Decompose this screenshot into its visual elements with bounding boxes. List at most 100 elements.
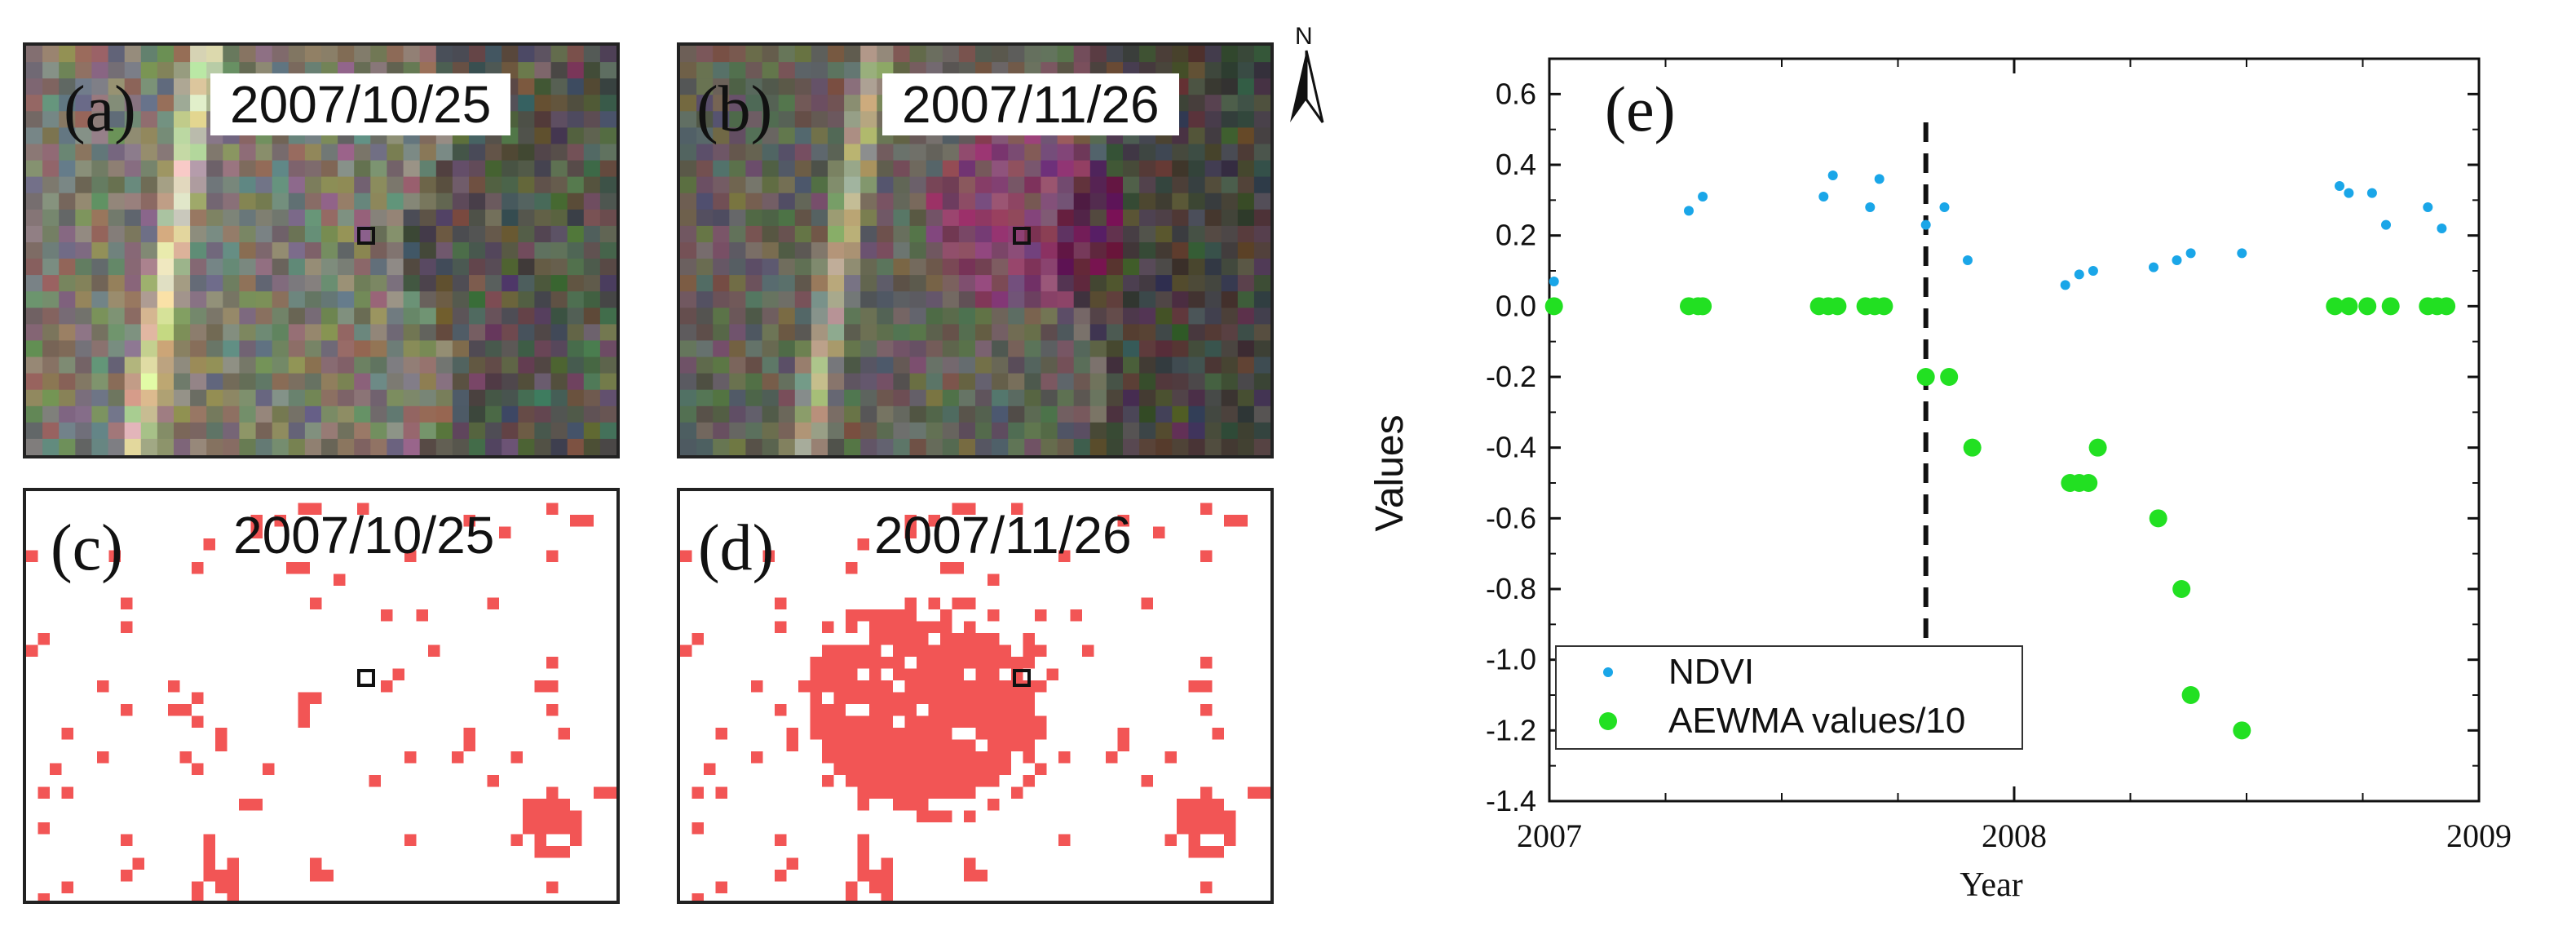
change-pixel: [964, 751, 976, 764]
change-pixel: [97, 751, 109, 764]
change-pixel: [298, 715, 310, 728]
change-pixel: [881, 857, 893, 870]
change-pixel: [192, 763, 204, 775]
change-pixel: [846, 680, 858, 693]
ndvi-point: [2335, 181, 2344, 191]
change-pixel: [546, 810, 559, 822]
change-pixel: [310, 503, 322, 515]
change-pixel: [215, 739, 228, 751]
change-pixel: [1200, 786, 1213, 799]
change-pixel: [869, 763, 881, 775]
ndvi-point: [2344, 188, 2354, 198]
change-pixel: [1200, 503, 1213, 515]
change-pixel: [952, 657, 964, 669]
change-pixel: [904, 633, 917, 645]
change-pixel: [988, 657, 1000, 669]
change-pixel: [857, 763, 869, 775]
change-pixel: [846, 881, 858, 893]
change-pixel: [975, 775, 988, 787]
change-pixel: [964, 810, 976, 822]
change-pixel: [988, 751, 1000, 764]
change-pixel: [917, 739, 929, 751]
change-pixel: [904, 739, 917, 751]
change-pixel: [1058, 751, 1071, 764]
change-pixel: [523, 799, 535, 811]
change-pixel: [487, 775, 499, 787]
change-pixel: [881, 739, 893, 751]
change-pixel: [192, 562, 204, 574]
change-pixel: [904, 775, 917, 787]
change-pixel: [822, 715, 834, 728]
change-pixel: [964, 715, 976, 728]
change-pixel: [904, 621, 917, 633]
change-pixel: [132, 857, 144, 870]
change-pixel: [546, 503, 559, 515]
change-pixel: [988, 799, 1000, 811]
change-pixel: [1011, 704, 1023, 716]
change-pixel: [881, 751, 893, 764]
change-pixel: [833, 657, 846, 669]
change-pixel: [928, 786, 940, 799]
change-pixel: [988, 739, 1000, 751]
change-pixel: [928, 751, 940, 764]
ndvi-point: [1874, 174, 1885, 184]
change-pixel: [192, 893, 204, 901]
change-pixel: [904, 644, 917, 657]
change-pixel: [940, 633, 952, 645]
change-pixel: [964, 857, 976, 870]
change-pixel: [952, 644, 964, 657]
change-pixel: [857, 846, 869, 858]
change-pixel: [940, 775, 952, 787]
change-pixel: [534, 846, 546, 858]
change-pixel: [964, 739, 976, 751]
change-pixel: [1212, 799, 1224, 811]
change-pixel: [893, 786, 905, 799]
panel-d-label: (d): [698, 512, 775, 584]
change-pixel: [975, 680, 988, 693]
change-pixel: [416, 609, 428, 622]
change-pixel: [869, 739, 881, 751]
ndvi-point: [2149, 262, 2158, 272]
panel-d-pixel-marker: [1013, 669, 1031, 687]
change-pixel: [822, 621, 834, 633]
change-pixel: [975, 715, 988, 728]
change-pixel: [1035, 715, 1047, 728]
change-pixel: [26, 644, 38, 657]
change-pixel: [952, 775, 964, 787]
change-pixel: [227, 857, 239, 870]
change-pixel: [904, 763, 917, 775]
change-pixel: [581, 515, 594, 527]
change-pixel: [964, 692, 976, 704]
legend-ndvi-marker: [1603, 667, 1613, 677]
change-pixel: [999, 657, 1011, 669]
change-pixel: [570, 515, 582, 527]
change-pixel: [975, 751, 988, 764]
change-pixel: [881, 728, 893, 740]
change-pixel: [869, 715, 881, 728]
change-pixel: [952, 751, 964, 764]
change-pixel: [917, 621, 929, 633]
change-pixel: [975, 633, 988, 645]
change-pixel: [881, 775, 893, 787]
change-pixel: [274, 515, 286, 527]
change-pixel: [546, 846, 559, 858]
change-pixel: [108, 550, 121, 562]
change-pixel: [928, 763, 940, 775]
change-pixel: [893, 609, 905, 622]
change-pixel: [570, 822, 582, 835]
change-pixel: [904, 786, 917, 799]
change-pixel: [1011, 503, 1023, 515]
change-pixel: [857, 834, 869, 846]
change-pixel: [369, 775, 381, 787]
change-pixel: [857, 715, 869, 728]
y-tick-label: 0.0: [1496, 289, 1536, 322]
change-pixel: [988, 574, 1000, 586]
aewma-point: [2340, 297, 2358, 316]
change-pixel: [904, 692, 917, 704]
north-arrow-icon: [1290, 50, 1324, 123]
change-pixel: [1153, 526, 1165, 538]
aewma-point: [2381, 297, 2400, 316]
ndvi-point: [1920, 219, 1931, 230]
change-pixel: [917, 786, 929, 799]
change-pixel: [833, 739, 846, 751]
